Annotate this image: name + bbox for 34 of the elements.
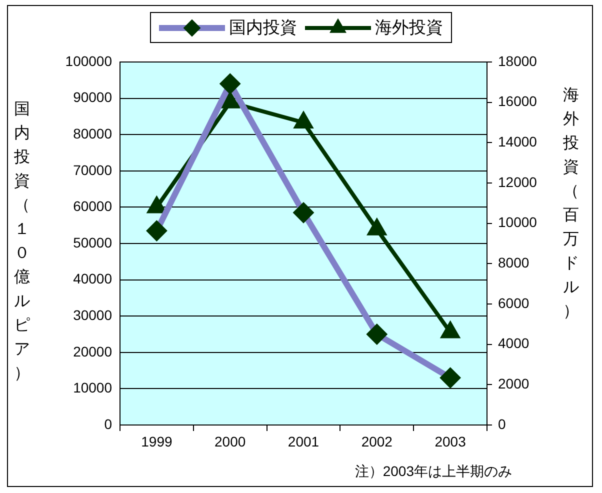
y-tick-label: 40000	[73, 270, 112, 287]
legend-label: 海外投資	[375, 17, 443, 39]
y2-tick-label: 6000	[498, 294, 530, 311]
y-tick-label: 100000	[65, 52, 112, 69]
text: 海外投資（百万ドル）	[563, 87, 579, 320]
y2-tick-label: 16000	[498, 93, 538, 110]
y-tick-label: 0	[104, 416, 112, 432]
point	[366, 218, 387, 236]
y-tick-label: 70000	[73, 162, 112, 178]
y-tick-label: 60000	[73, 198, 112, 214]
y2-tick-label: 14000	[498, 134, 538, 150]
point	[440, 320, 460, 338]
y-tick-label: 50000	[73, 234, 112, 250]
y-tick-label: 20000	[73, 343, 112, 360]
x-tick-label: 2001	[288, 433, 320, 450]
y-tick-label: 90000	[73, 89, 112, 106]
y2-tick-label: 8000	[498, 254, 530, 271]
y2-tick-label: 18000	[498, 52, 538, 69]
y2-tick-label: 2000	[498, 376, 530, 392]
point	[293, 111, 314, 128]
x-tick-label: 2002	[361, 433, 393, 450]
y2-tick-label: 0	[498, 416, 506, 432]
y-tick-label: 80000	[73, 125, 112, 142]
x-tick-label: 1999	[141, 433, 172, 450]
legend-label: 国内投資	[229, 17, 297, 39]
y2-tick-label: 4000	[498, 335, 530, 352]
y-tick-label: 30000	[73, 306, 112, 323]
y-tick-label: 10000	[73, 380, 112, 396]
text: 国内投資（１０億ルピア）	[14, 101, 30, 382]
y2-tick-label: 12000	[498, 174, 538, 190]
x-tick-label: 2000	[214, 433, 246, 450]
x-tick-label: 2003	[434, 433, 466, 450]
y2-tick-label: 10000	[498, 214, 538, 230]
text: 注）2003年は上半期のみ	[354, 463, 512, 481]
